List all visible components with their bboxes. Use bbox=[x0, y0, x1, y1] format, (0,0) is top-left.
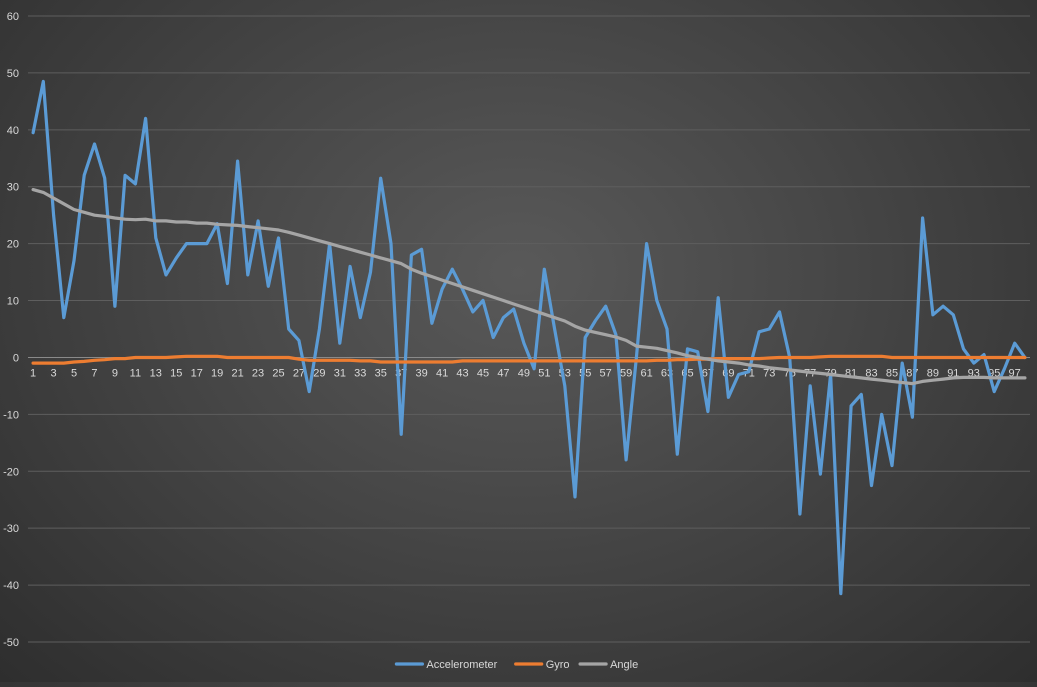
legend[interactable]: Accelerometer Gyro Angle bbox=[394, 659, 638, 671]
x-tick-label: 25 bbox=[272, 367, 284, 379]
x-tick-label: 13 bbox=[150, 367, 162, 379]
x-tick-label: 49 bbox=[518, 367, 530, 379]
x-tick-label: 55 bbox=[579, 367, 591, 379]
x-tick-label: 9 bbox=[112, 367, 118, 379]
y-axis-tick-labels: 60 50 40 30 20 10 0 -10 -20 -30 -40 -50 bbox=[3, 11, 19, 649]
x-tick-label: 39 bbox=[416, 367, 428, 379]
y-tick-label: 50 bbox=[7, 68, 19, 80]
x-tick-label: 23 bbox=[252, 367, 264, 379]
legend-item-gyro[interactable]: Gyro bbox=[514, 659, 570, 671]
x-tick-label: 3 bbox=[50, 367, 56, 379]
x-tick-label: 35 bbox=[375, 367, 387, 379]
legend-label: Gyro bbox=[546, 659, 570, 671]
x-tick-label: 61 bbox=[640, 367, 652, 379]
x-tick-label: 7 bbox=[91, 367, 97, 379]
x-tick-label: 85 bbox=[886, 367, 898, 379]
y-tick-label: 30 bbox=[7, 182, 19, 194]
y-tick-label: -20 bbox=[3, 466, 19, 478]
series-line-accelerometer bbox=[31, 79, 1027, 596]
x-tick-label: 73 bbox=[763, 367, 775, 379]
y-tick-label: 20 bbox=[7, 239, 19, 251]
x-tick-label: 41 bbox=[436, 367, 448, 379]
y-tick-label: 10 bbox=[7, 296, 19, 308]
x-tick-label: 5 bbox=[71, 367, 77, 379]
x-tick-label: 29 bbox=[313, 367, 325, 379]
y-tick-label: -50 bbox=[3, 637, 19, 649]
x-tick-label: 1 bbox=[30, 367, 36, 379]
x-tick-label: 59 bbox=[620, 367, 632, 379]
x-tick-label: 19 bbox=[211, 367, 223, 379]
legend-label: Angle bbox=[610, 659, 638, 671]
y-tick-label: 40 bbox=[7, 125, 19, 137]
x-tick-label: 43 bbox=[456, 367, 468, 379]
y-tick-label: 0 bbox=[13, 352, 19, 364]
x-tick-label: 31 bbox=[334, 367, 346, 379]
x-tick-label: 83 bbox=[865, 367, 877, 379]
y-tick-label: -40 bbox=[3, 580, 19, 592]
x-tick-label: 71 bbox=[743, 367, 755, 379]
x-tick-label: 45 bbox=[477, 367, 489, 379]
legend-label: Accelerometer bbox=[426, 659, 497, 671]
x-tick-label: 47 bbox=[497, 367, 509, 379]
legend-item-angle[interactable]: Angle bbox=[578, 659, 638, 671]
x-tick-label: 15 bbox=[170, 367, 182, 379]
x-tick-label: 57 bbox=[600, 367, 612, 379]
series-line-angle bbox=[31, 188, 1027, 386]
y-tick-label: -30 bbox=[3, 523, 19, 535]
series-line-gyro bbox=[31, 354, 1027, 365]
x-tick-label: 87 bbox=[906, 367, 918, 379]
x-tick-label: 17 bbox=[191, 367, 203, 379]
legend-item-accelerometer[interactable]: Accelerometer bbox=[394, 659, 498, 671]
y-tick-label: -10 bbox=[3, 409, 19, 421]
x-tick-label: 27 bbox=[293, 367, 305, 379]
x-tick-label: 21 bbox=[231, 367, 243, 379]
gridlines bbox=[28, 15, 1030, 643]
x-tick-label: 89 bbox=[927, 367, 939, 379]
x-tick-label: 11 bbox=[130, 367, 141, 379]
y-tick-label: 60 bbox=[7, 11, 19, 23]
x-tick-label: 33 bbox=[354, 367, 366, 379]
series-lines bbox=[31, 79, 1027, 596]
x-tick-label: 51 bbox=[538, 367, 550, 379]
